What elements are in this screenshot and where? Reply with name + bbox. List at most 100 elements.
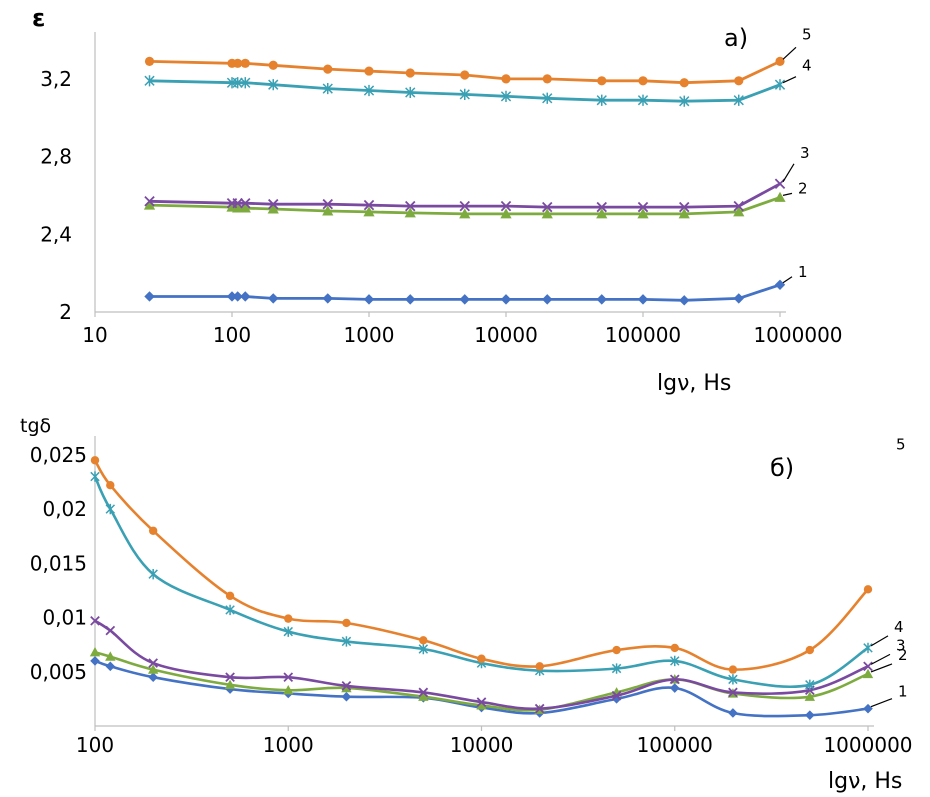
- data-point: [637, 94, 649, 106]
- data-point: [774, 279, 786, 290]
- x-tick-label: 10000: [450, 733, 514, 757]
- x-axis-label-a: lgν, Hs: [657, 371, 731, 396]
- data-point: [863, 661, 873, 672]
- x-tick-label: 100: [76, 733, 114, 757]
- series-number-label: 1: [798, 263, 808, 281]
- data-point: [143, 199, 156, 210]
- data-point: [363, 206, 375, 217]
- x-tick-label: 100000: [637, 733, 713, 757]
- data-point: [542, 294, 553, 305]
- data-point: [105, 651, 116, 661]
- data-point: [805, 679, 815, 690]
- y-axis-label-a: ε: [32, 4, 45, 32]
- data-point: [460, 70, 470, 80]
- data-point: [239, 202, 251, 213]
- data-point: [105, 503, 116, 515]
- data-point: [418, 643, 429, 655]
- x-tick-label: 100: [213, 323, 251, 347]
- data-point: [459, 208, 471, 219]
- panel-label-a: а): [724, 24, 748, 52]
- data-point: [775, 56, 785, 66]
- data-point: [90, 471, 100, 482]
- data-point: [105, 661, 116, 672]
- data-point: [733, 94, 744, 106]
- data-point: [342, 618, 351, 628]
- y-tick-label: 0,02: [42, 497, 87, 521]
- data-point: [541, 208, 553, 219]
- y-tick-label: 2,4: [40, 222, 72, 246]
- data-point: [679, 95, 690, 107]
- data-point: [106, 481, 115, 490]
- y-tick-label: 0,025: [30, 443, 87, 467]
- data-point: [341, 681, 352, 691]
- data-point: [500, 90, 512, 102]
- data-point: [226, 291, 238, 302]
- data-point: [148, 568, 158, 580]
- panel-label-b: б): [770, 454, 794, 482]
- data-point: [596, 94, 607, 106]
- data-point: [805, 710, 815, 720]
- label-leader: [870, 698, 893, 708]
- data-point: [596, 201, 607, 213]
- y-tick-label: 2,8: [40, 145, 72, 169]
- data-point: [728, 665, 738, 674]
- data-point: [268, 198, 279, 210]
- data-point: [148, 658, 159, 668]
- data-point: [232, 197, 243, 209]
- series-number-label: 1: [898, 683, 908, 701]
- data-point: [477, 654, 486, 663]
- label-leader: [782, 46, 797, 60]
- x-tick-label: 1000: [263, 733, 314, 757]
- data-point: [805, 645, 815, 655]
- data-point: [233, 58, 243, 68]
- data-point: [597, 76, 607, 86]
- series-number-label: 5: [896, 435, 906, 453]
- series-line: [149, 182, 781, 209]
- series-a-3: 3: [144, 144, 810, 213]
- series-b-4: 4: [90, 471, 904, 690]
- data-point: [232, 291, 243, 302]
- data-point: [542, 92, 553, 104]
- data-point: [534, 703, 545, 714]
- data-point: [669, 683, 680, 693]
- data-point: [363, 294, 375, 305]
- data-point: [405, 294, 416, 305]
- data-point: [90, 656, 100, 666]
- series-number-label: 2: [798, 179, 808, 197]
- label-leader: [870, 653, 891, 665]
- data-point: [232, 77, 243, 89]
- chart-panel-a: ε а) lgν, Hs 10 100 1000 10000 100000 1000000…: [32, 4, 843, 396]
- label-leader: [870, 663, 893, 673]
- data-point: [322, 198, 333, 210]
- data-point: [669, 674, 680, 685]
- data-point: [679, 78, 689, 88]
- data-point: [535, 662, 544, 671]
- data-point: [733, 206, 745, 217]
- data-point: [476, 700, 487, 710]
- data-point: [284, 614, 293, 623]
- x-tick-label: 1000: [344, 323, 395, 347]
- data-point: [500, 200, 512, 212]
- data-point: [774, 79, 786, 91]
- data-point: [363, 199, 375, 211]
- y-axis-label-b: tgδ: [20, 415, 51, 437]
- label-leader: [782, 276, 793, 284]
- y-ticks-b: 0,005 0,01 0,015 0,02 0,025: [30, 443, 87, 684]
- series-number-label: 3: [800, 144, 810, 162]
- data-point: [611, 690, 622, 701]
- data-point: [678, 208, 690, 219]
- series-a-4: 4: [144, 57, 812, 107]
- data-point: [144, 291, 155, 302]
- data-point: [459, 200, 470, 212]
- series-a-1: 1: [144, 263, 808, 306]
- data-point: [670, 655, 680, 667]
- x-tick-label: 10000: [474, 323, 538, 347]
- data-point: [148, 526, 158, 535]
- data-point: [405, 200, 416, 212]
- data-point: [804, 691, 816, 701]
- series-number-label: 5: [802, 25, 812, 43]
- data-point: [863, 703, 873, 714]
- data-point: [341, 691, 352, 702]
- data-point: [679, 295, 690, 306]
